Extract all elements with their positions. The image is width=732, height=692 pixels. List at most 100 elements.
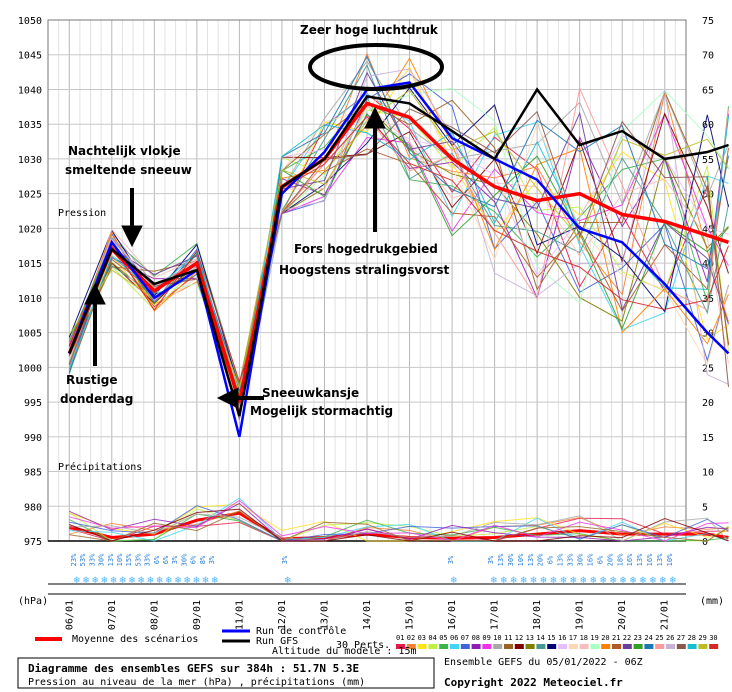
x-tick-label: 07/01 [107,600,118,630]
footer-box [17,657,435,689]
y-left-tick: 1050 [18,16,42,27]
snowflake-icon: ❄ [669,576,677,586]
snowflake-icon: ❄ [82,576,90,586]
snow-percentage: 10% [116,553,124,566]
member-number: 16 [558,634,566,642]
snow-percentage: 18% [616,553,624,566]
snow-percentage: 3% [281,555,289,564]
snow-probability-row: 23% ❄ 53% ❄ 33% ❄ 30% ❄ 13% ❄ 10% ❄ 15% ❄ 53% ❄ 33% ❄ 6% ❄ 6… [70,553,677,586]
annotation-arrows [84,106,386,409]
snowflake-icon: ❄ [510,576,518,586]
y-right-tick: 75 [702,16,714,27]
snow-percentage: 13% [107,553,115,566]
member-swatch [709,644,719,649]
member-number: 12 [515,634,523,642]
member-number: 26 [666,634,674,642]
snow-percentage: 30% [180,553,188,566]
snowflake-icon: ❄ [619,576,627,586]
snowflake-icon: ❄ [211,576,219,586]
legend: Moyenne des scénarios Run de contrôle Ru… [35,625,719,651]
x-tick-label: 21/01 [660,600,671,630]
y-left-tick: 985 [24,468,42,479]
member-swatch [644,644,654,649]
legend-mean-label: Moyenne des scénarios [72,633,198,645]
snowflake-icon: ❄ [147,576,155,586]
precipitation-series [68,497,729,542]
member-line [68,115,729,384]
snowflake-icon: ❄ [629,576,637,586]
annotation-snow-2: smeltende sneeuw [65,163,192,177]
snow-percentage: 16% [646,553,654,566]
y-left-tick: 1015 [18,259,42,270]
y-left-tick: 990 [24,433,42,444]
snow-percentage: 30% [577,553,585,566]
snowflake-icon: ❄ [119,576,127,586]
y-left-tick: 1005 [18,329,42,340]
member-line [68,96,729,385]
member-swatch [698,644,708,649]
snow-percentage: 53% [79,553,87,566]
member-swatch [536,644,546,649]
left-axis-unit: (hPa) [18,596,48,607]
member-swatch [428,644,438,649]
arrow-calm-head [84,282,106,305]
snow-percentage: 6% [162,555,170,564]
snowflake-icon: ❄ [450,576,458,586]
member-number: 28 [688,634,696,642]
snow-percentage: 23% [70,553,78,566]
annotation-storm-1: Sneeuwkansje [262,386,359,400]
annotation-frost-1: Fors hogedrukgebied [294,242,438,256]
y-right-tick: 5 [702,502,708,513]
snowflake-icon: ❄ [110,576,118,586]
member-number: 29 [698,634,706,642]
snowflake-icon: ❄ [128,576,136,586]
member-swatch [460,644,470,649]
precip-member-line [69,513,729,542]
member-number: 08 [472,634,480,642]
member-legend: 01 02 03 04 05 06 07 08 09 10 11 12 13 14 15 16 17 18 19 20… [396,634,719,649]
member-swatch [687,644,697,649]
member-number: 21 [612,634,620,642]
y-right-tick: 70 [702,51,714,62]
x-tick-label: 08/01 [149,600,160,630]
x-tick-label: 19/01 [575,600,586,630]
y-left-tick: 1025 [18,190,42,201]
y-right-tick: 25 [702,363,714,374]
x-tick-label: 14/01 [362,600,373,630]
snow-percentage: 6% [547,555,555,564]
member-swatch [417,644,427,649]
member-number: 13 [526,634,534,642]
precip-member-line [69,497,729,542]
member-line [68,57,729,400]
snowflake-icon: ❄ [91,576,99,586]
member-swatch [676,644,686,649]
y-right-tick: 60 [702,120,714,131]
annotation-calm-1: Rustige [66,373,118,387]
member-swatch [493,644,503,649]
snowflake-icon: ❄ [137,576,145,586]
x-tick-label: 20/01 [617,600,628,630]
snow-percentage: 3% [171,555,179,564]
member-number: 04 [428,634,436,642]
y-left-tick: 1030 [18,155,42,166]
member-number: 18 [580,634,588,642]
snowflake-icon: ❄ [560,576,568,586]
member-swatch [666,644,675,649]
snow-percentage: 16% [626,553,634,566]
annotation-snow-1: Nachtelijk vlokje [68,144,181,158]
member-number: 09 [482,634,490,642]
y-left-tick: 1010 [18,294,42,305]
snow-percentage: 13% [527,553,535,566]
precip-member-line [69,510,729,542]
legend-control-label: Run de contrôle [256,625,346,637]
footer: Diagramme des ensembles GEFS sur 384h : … [17,646,643,689]
snow-percentage: 13% [497,553,505,566]
arrow-frost-head [364,106,386,129]
snow-percentage: 20% [606,553,614,566]
snowflake-icon: ❄ [193,576,201,586]
legend-gfs-label: Run GFS [256,636,298,647]
member-swatch [558,644,567,649]
member-swatch [482,644,492,649]
snow-percentage: 13% [557,553,565,566]
snowflake-icon: ❄ [550,576,558,586]
